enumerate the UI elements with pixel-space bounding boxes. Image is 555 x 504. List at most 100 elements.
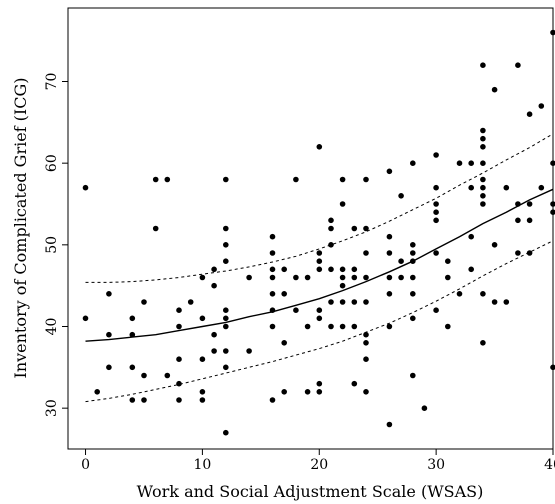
- data-point-51: [269, 397, 276, 403]
- data-point-117: [433, 152, 439, 158]
- data-point-22: [187, 299, 194, 305]
- data-point-61: [304, 389, 311, 395]
- data-point-112: [410, 274, 416, 281]
- data-point-108: [410, 160, 416, 166]
- data-point-29: [211, 282, 217, 289]
- data-point-49: [269, 307, 276, 314]
- data-point-103: [386, 323, 393, 330]
- data-point-159: [550, 29, 555, 36]
- data-point-148: [503, 299, 510, 305]
- data-point-55: [281, 389, 288, 395]
- data-point-63: [316, 250, 323, 256]
- data-point-90: [363, 225, 369, 232]
- data-point-79: [339, 274, 346, 281]
- y-tick-label-40: 40: [44, 318, 60, 336]
- data-point-71: [328, 225, 334, 232]
- data-point-32: [223, 176, 229, 183]
- data-point-114: [410, 315, 416, 322]
- data-point-68: [316, 380, 323, 387]
- data-point-118: [433, 184, 439, 191]
- data-point-23: [199, 274, 206, 281]
- data-point-96: [363, 356, 369, 363]
- data-point-88: [351, 380, 358, 387]
- data-point-14: [152, 225, 159, 232]
- plot-frame: [67, 7, 554, 450]
- data-point-87: [351, 323, 358, 330]
- data-point-17: [176, 307, 182, 314]
- data-point-157: [538, 103, 545, 109]
- x-tick-label-10: 10: [193, 457, 211, 473]
- data-point-85: [351, 274, 358, 281]
- data-point-98: [386, 168, 393, 175]
- data-points: [82, 29, 555, 436]
- data-point-129: [468, 160, 475, 166]
- data-point-73: [328, 266, 334, 273]
- data-point-35: [223, 258, 229, 265]
- data-point-9: [129, 397, 136, 403]
- data-point-92: [363, 274, 369, 281]
- data-point-62: [316, 144, 323, 150]
- data-point-141: [480, 201, 486, 207]
- data-point-143: [480, 340, 486, 346]
- data-point-11: [141, 372, 147, 379]
- y-tick-label-60: 60: [44, 154, 60, 172]
- data-point-162: [550, 209, 555, 215]
- data-point-130: [468, 184, 475, 191]
- data-point-149: [515, 62, 521, 68]
- data-point-12: [141, 397, 147, 403]
- data-point-81: [339, 299, 346, 305]
- data-point-57: [293, 274, 299, 281]
- data-point-4: [106, 331, 112, 338]
- data-point-48: [269, 291, 276, 297]
- data-point-44: [269, 233, 276, 240]
- data-point-37: [223, 315, 229, 322]
- data-point-16: [164, 372, 171, 379]
- data-point-101: [386, 274, 393, 281]
- data-point-6: [129, 315, 136, 322]
- data-point-10: [141, 299, 147, 305]
- data-point-78: [339, 266, 346, 273]
- data-point-144: [491, 86, 498, 93]
- data-point-70: [328, 217, 334, 224]
- data-point-107: [398, 274, 404, 281]
- data-point-60: [304, 323, 311, 330]
- data-point-56: [293, 176, 299, 183]
- data-point-36: [223, 307, 229, 314]
- data-point-52: [281, 266, 288, 273]
- data-point-84: [351, 266, 358, 273]
- data-point-121: [433, 217, 439, 224]
- data-point-54: [281, 340, 288, 346]
- data-point-27: [199, 397, 206, 403]
- y-tick-label-70: 70: [44, 73, 60, 91]
- data-point-83: [351, 225, 358, 232]
- y-tick-label-30: 30: [44, 399, 60, 417]
- data-point-89: [363, 176, 369, 183]
- data-point-64: [316, 258, 323, 265]
- data-point-99: [386, 233, 393, 240]
- data-point-33: [223, 225, 229, 232]
- data-point-53: [281, 291, 288, 297]
- data-point-116: [421, 405, 428, 412]
- data-point-163: [550, 364, 555, 371]
- confidence-band-lower: [85, 240, 554, 403]
- data-point-133: [480, 62, 486, 68]
- data-point-59: [304, 274, 311, 281]
- fitted-curve: [85, 188, 554, 342]
- y-axis-title: Inventory of Complicated Grief (ICG): [11, 77, 30, 378]
- x-tick-label-30: 30: [427, 457, 445, 473]
- data-point-97: [363, 389, 369, 395]
- data-point-155: [526, 217, 533, 224]
- data-point-138: [480, 176, 486, 183]
- data-point-151: [515, 217, 521, 224]
- data-point-100: [386, 250, 393, 256]
- data-point-69: [316, 389, 323, 395]
- data-point-94: [363, 331, 369, 338]
- data-point-120: [433, 209, 439, 215]
- data-point-2: [94, 389, 100, 395]
- data-point-105: [398, 193, 404, 199]
- data-point-104: [386, 421, 393, 428]
- y-tick-label-50: 50: [44, 236, 60, 254]
- data-point-67: [316, 315, 323, 322]
- y-axis: 30 40 50 60 70: [44, 73, 68, 417]
- data-point-26: [199, 389, 206, 395]
